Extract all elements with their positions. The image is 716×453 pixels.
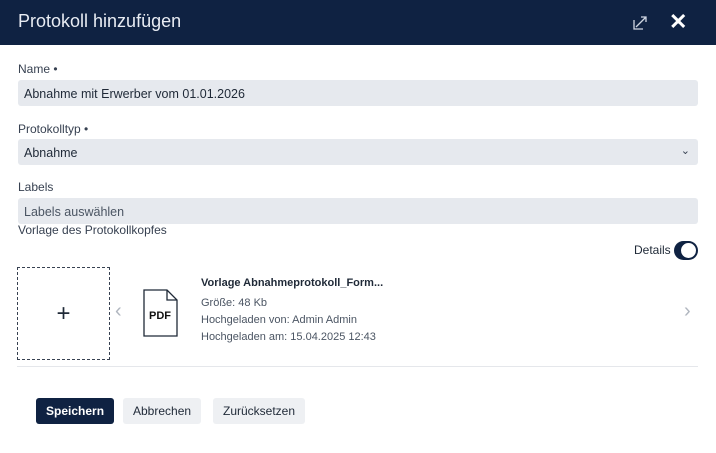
- name-label: Name •: [18, 62, 58, 76]
- divider: [17, 366, 698, 367]
- file-size: Größe: 48 Kb: [201, 297, 268, 309]
- file-name: Vorlage Abnahmeprotokoll_Form...: [201, 277, 384, 289]
- details-label: Details: [634, 243, 671, 257]
- template-label: Vorlage des Protokollkopfes: [18, 223, 167, 237]
- labels-label: Labels: [18, 180, 54, 194]
- type-label: Protokolltyp •: [18, 122, 89, 136]
- dialog-header: Protokoll hinzufügen ✕: [0, 0, 716, 45]
- chevron-right-icon[interactable]: ›: [684, 300, 691, 322]
- details-toggle[interactable]: [674, 241, 698, 260]
- chevron-left-icon[interactable]: ‹: [115, 300, 122, 322]
- file-uploaded-by: Hochgeladen von: Admin Admin: [201, 314, 357, 326]
- expand-icon[interactable]: [632, 15, 648, 31]
- labels-input[interactable]: Labels auswählen: [18, 198, 698, 224]
- type-value: Abnahme: [24, 146, 78, 160]
- chevron-down-icon: ⌄: [680, 145, 690, 157]
- dialog-title: Protokoll hinzufügen: [18, 11, 182, 31]
- save-button[interactable]: Speichern: [36, 398, 115, 424]
- pdf-file-icon: PDF: [143, 289, 178, 337]
- name-input[interactable]: Abnahme mit Erwerber vom 01.01.2026: [18, 80, 698, 106]
- plus-icon: +: [56, 299, 71, 327]
- pdf-label: PDF: [149, 310, 171, 322]
- cancel-button[interactable]: Abbrechen: [123, 398, 202, 424]
- reset-button[interactable]: Zurücksetzen: [213, 398, 306, 424]
- file-uploaded-at: Hochgeladen am: 15.04.2025 12:43: [201, 331, 376, 343]
- type-select[interactable]: Abnahme ⌄: [18, 139, 698, 165]
- upload-button[interactable]: +: [17, 267, 110, 360]
- close-icon[interactable]: ✕: [669, 9, 688, 34]
